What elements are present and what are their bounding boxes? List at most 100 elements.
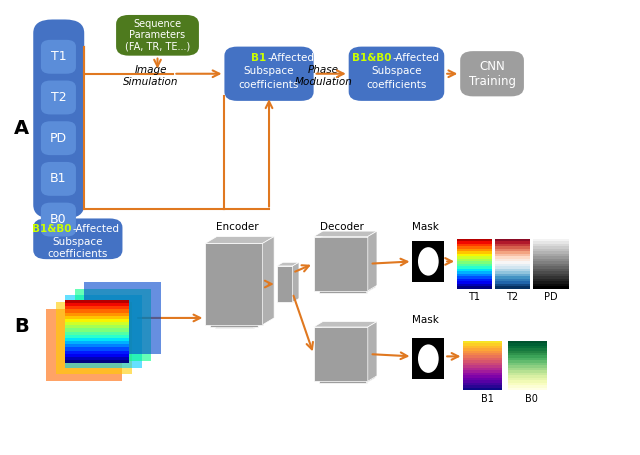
Bar <box>463 343 502 345</box>
Bar <box>495 278 531 281</box>
Text: coefficients: coefficients <box>366 80 427 90</box>
Bar <box>457 261 492 264</box>
Bar <box>508 385 547 388</box>
FancyBboxPatch shape <box>349 46 444 101</box>
Text: B0: B0 <box>525 394 538 404</box>
Bar <box>495 256 531 259</box>
FancyBboxPatch shape <box>33 20 84 218</box>
Bar <box>463 345 502 348</box>
Bar <box>463 375 502 378</box>
Text: T1: T1 <box>468 292 480 302</box>
Bar <box>65 295 141 368</box>
Text: Encoder: Encoder <box>216 222 259 232</box>
Polygon shape <box>253 240 265 329</box>
Bar <box>508 375 547 378</box>
Bar <box>495 241 531 244</box>
Bar <box>495 246 531 249</box>
Bar <box>534 283 568 286</box>
Bar <box>495 286 531 288</box>
FancyBboxPatch shape <box>41 202 76 237</box>
Bar <box>463 383 502 385</box>
Bar <box>495 251 531 254</box>
Bar <box>457 286 492 288</box>
Polygon shape <box>211 245 258 327</box>
Bar <box>508 355 547 358</box>
Polygon shape <box>211 238 269 245</box>
Bar <box>508 373 547 375</box>
Bar <box>75 288 151 361</box>
Bar <box>463 363 502 365</box>
Bar <box>457 239 492 241</box>
Bar <box>457 244 492 246</box>
Bar <box>495 283 531 286</box>
Bar <box>463 385 502 388</box>
Text: Subspace: Subspace <box>52 238 103 248</box>
Bar <box>65 319 129 322</box>
Bar <box>463 360 502 363</box>
Bar <box>534 241 568 244</box>
Polygon shape <box>368 231 377 291</box>
Text: A: A <box>14 118 29 137</box>
Bar <box>65 357 129 360</box>
Bar <box>534 268 568 271</box>
Text: Mask: Mask <box>412 315 438 325</box>
Bar <box>495 268 531 271</box>
Polygon shape <box>276 266 292 302</box>
Bar <box>508 380 547 383</box>
Bar <box>463 378 502 380</box>
FancyBboxPatch shape <box>41 40 76 74</box>
Bar <box>56 302 132 374</box>
Bar <box>457 276 492 278</box>
FancyBboxPatch shape <box>33 218 122 259</box>
Bar <box>508 345 547 348</box>
Bar <box>463 353 502 355</box>
Bar <box>495 261 531 264</box>
Bar <box>463 365 502 368</box>
Polygon shape <box>314 237 368 291</box>
Text: B0: B0 <box>50 213 67 226</box>
Polygon shape <box>368 322 377 381</box>
Text: Decoder: Decoder <box>321 222 364 232</box>
Bar <box>463 340 502 343</box>
Bar <box>508 368 547 370</box>
Polygon shape <box>292 263 299 302</box>
Text: B1: B1 <box>481 394 493 404</box>
Bar <box>534 261 568 264</box>
Bar <box>65 303 129 306</box>
Bar <box>508 388 547 390</box>
Bar <box>412 339 444 379</box>
Text: -Affected: -Affected <box>73 224 120 234</box>
Bar <box>495 271 531 273</box>
Bar <box>457 268 492 271</box>
Text: T2: T2 <box>506 292 518 302</box>
Bar <box>463 348 502 350</box>
Bar <box>65 325 129 329</box>
FancyBboxPatch shape <box>460 51 524 96</box>
Bar <box>65 332 129 335</box>
Bar <box>534 254 568 256</box>
Text: B1&B0: B1&B0 <box>32 224 72 234</box>
Bar <box>65 344 129 347</box>
Bar <box>457 271 492 273</box>
Bar <box>534 266 568 268</box>
Bar <box>508 370 547 373</box>
Bar <box>457 249 492 251</box>
Bar <box>495 244 531 246</box>
Bar <box>534 271 568 273</box>
Bar <box>65 354 129 357</box>
Bar <box>65 350 129 354</box>
Bar <box>508 383 547 385</box>
Text: Subspace: Subspace <box>244 66 294 76</box>
Bar <box>534 239 568 241</box>
Bar <box>65 309 129 313</box>
Bar <box>508 348 547 350</box>
Polygon shape <box>205 243 262 325</box>
Bar <box>457 246 492 249</box>
Text: T1: T1 <box>51 51 66 63</box>
Bar <box>457 254 492 256</box>
Polygon shape <box>367 324 376 383</box>
Bar <box>534 273 568 276</box>
Bar <box>508 350 547 353</box>
Bar <box>463 388 502 390</box>
Text: coefficients: coefficients <box>239 80 300 90</box>
